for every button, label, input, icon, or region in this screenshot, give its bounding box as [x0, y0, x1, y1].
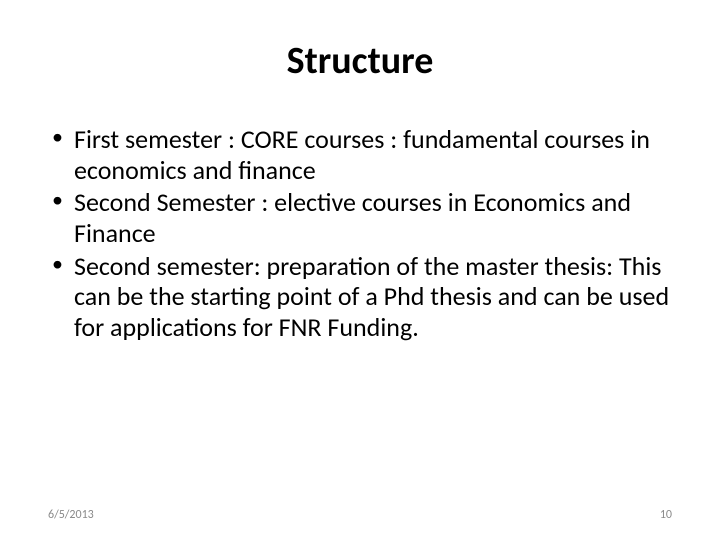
bullet-item: First semester : CORE courses : fundamen…: [48, 124, 672, 185]
footer-date: 6/5/2013: [48, 508, 94, 522]
bullet-item: Second Semester : elective courses in Ec…: [48, 187, 672, 248]
footer-page-number: 10: [660, 508, 672, 522]
bullet-item: Second semester: preparation of the mast…: [48, 251, 672, 343]
bullet-list: First semester : CORE courses : fundamen…: [48, 124, 672, 343]
slide-footer: 6/5/2013 10: [48, 508, 672, 522]
slide-title: Structure: [48, 38, 672, 84]
slide-container: Structure First semester : CORE courses …: [0, 0, 720, 540]
slide-content: First semester : CORE courses : fundamen…: [48, 124, 672, 500]
